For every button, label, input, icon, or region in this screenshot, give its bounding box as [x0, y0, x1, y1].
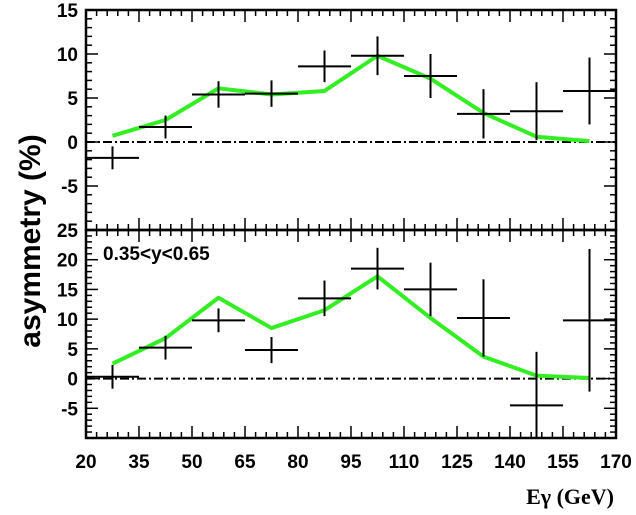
data-point	[192, 308, 245, 333]
data-point	[298, 50, 351, 83]
data-point	[404, 54, 457, 98]
bottom-panel: -5 0 5 10 15 20 25	[57, 221, 618, 440]
x-tick-label: 125	[441, 452, 473, 473]
data-point	[563, 249, 616, 392]
y-tick-label: 5	[67, 89, 78, 110]
data-point	[245, 80, 298, 107]
top-panel: -5 0 5 10 15	[57, 1, 618, 232]
y-tick-label: 0	[67, 370, 78, 391]
data-point	[351, 36, 404, 76]
data-point	[351, 247, 404, 290]
y-tick-label: -5	[61, 177, 78, 198]
data-point	[139, 335, 192, 360]
kinematic-range-annotation: 0.35<y<0.65	[103, 244, 210, 265]
data-point	[86, 146, 139, 170]
y-tick-label: 0	[67, 133, 78, 154]
model-curve	[111, 274, 590, 380]
data-point	[192, 81, 245, 108]
data-point	[86, 364, 139, 389]
x-axis: 20 35 50 65 80 95 110 125 140 155 170	[75, 452, 631, 473]
y-tick-label: 20	[57, 251, 78, 272]
data-point	[457, 89, 510, 139]
x-tick-label: 95	[340, 452, 362, 473]
data-point	[404, 262, 457, 317]
y-tick-label: 10	[57, 310, 78, 331]
data-point	[139, 115, 192, 139]
x-tick-label: 80	[287, 452, 308, 473]
y-axis-label: asymmetry (%)	[14, 134, 47, 347]
x-tick-label: 110	[389, 452, 420, 473]
x-tick-label: 20	[75, 452, 96, 473]
x-tick-label: 35	[128, 452, 150, 473]
y-tick-label: 15	[57, 1, 79, 22]
model-curve	[111, 53, 590, 144]
y-tick-label: 25	[57, 221, 79, 242]
x-axis-label: Eγ (GeV)	[526, 484, 614, 509]
y-tick-label: 5	[67, 340, 78, 361]
y-tick-label: -5	[61, 399, 78, 420]
y-tick-label: 15	[57, 280, 79, 301]
x-tick-label: 50	[181, 452, 202, 473]
data-point	[245, 336, 298, 364]
data-point	[510, 82, 563, 141]
data-point	[298, 280, 351, 317]
x-tick-label: 170	[600, 452, 632, 473]
data-point	[457, 279, 510, 357]
x-tick-label: 140	[494, 452, 526, 473]
data-point	[510, 351, 563, 438]
data-point	[563, 57, 616, 125]
x-tick-label: 155	[547, 452, 579, 473]
y-tick-label: 10	[57, 45, 78, 66]
x-tick-label: 65	[234, 452, 256, 473]
